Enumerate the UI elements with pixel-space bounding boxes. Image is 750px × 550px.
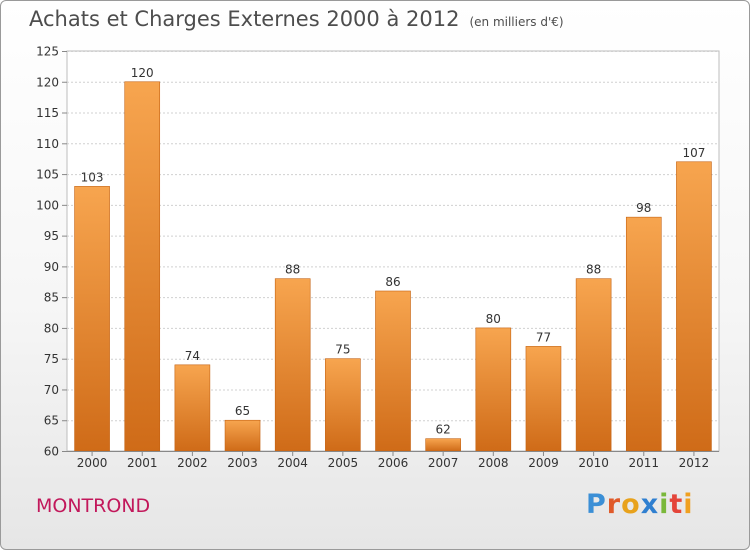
data-label: 65	[235, 404, 250, 418]
y-tick-label: 105	[36, 168, 59, 182]
logo-letter: i	[683, 489, 694, 520]
bar	[124, 81, 161, 452]
x-tick-label: 2011	[628, 456, 659, 470]
bar	[224, 419, 261, 452]
bar	[74, 186, 110, 452]
proxiti-logo: Proxiti	[586, 489, 694, 520]
y-tick-label: 65	[44, 414, 59, 428]
bar	[625, 216, 662, 452]
data-label: 74	[185, 349, 200, 363]
chart-title-unit: (en milliers d'€)	[469, 15, 564, 29]
x-tick-label: 2000	[77, 456, 108, 470]
chart-title-main: Achats et Charges Externes 2000 à 2012	[29, 7, 460, 31]
logo-letter: r	[606, 489, 622, 520]
bar	[425, 438, 461, 452]
bar	[174, 364, 211, 452]
x-tick-label: 2001	[127, 456, 158, 470]
logo-letter: t	[669, 489, 684, 520]
y-tick-label: 100	[36, 198, 59, 212]
y-tick-label: 60	[44, 445, 59, 459]
y-tick-label: 90	[44, 260, 59, 274]
y-tick-label: 115	[36, 106, 59, 120]
commune-name: MONTROND	[36, 495, 151, 517]
x-tick-label: 2004	[277, 456, 308, 470]
x-tick-label: 2005	[328, 456, 359, 470]
data-label: 98	[636, 201, 651, 215]
data-label: 62	[436, 423, 451, 437]
y-tick-label: 70	[44, 383, 59, 397]
data-label: 77	[536, 330, 551, 344]
x-tick-label: 2009	[528, 456, 559, 470]
x-tick-label: 2006	[378, 456, 409, 470]
bar	[274, 278, 311, 452]
data-label: 103	[81, 170, 104, 184]
y-tick-label: 75	[44, 352, 59, 366]
bar	[375, 290, 411, 452]
data-label: 88	[586, 263, 601, 277]
x-tick-label: 2002	[177, 456, 208, 470]
logo-letter: P	[586, 489, 607, 520]
bar	[475, 327, 512, 452]
y-tick-label: 95	[44, 229, 59, 243]
y-tick-label: 110	[36, 137, 59, 151]
data-label: 86	[385, 275, 400, 289]
x-tick-label: 2010	[578, 456, 609, 470]
x-tick-label: 2003	[227, 456, 258, 470]
data-label: 75	[335, 343, 350, 357]
data-label: 80	[486, 312, 501, 326]
y-tick-label: 85	[44, 291, 59, 305]
y-tick-label: 80	[44, 321, 59, 335]
bar	[676, 161, 712, 452]
bar	[525, 346, 562, 452]
data-label: 107	[682, 146, 705, 160]
y-tick-label: 120	[36, 75, 59, 89]
data-label: 120	[131, 66, 154, 80]
x-tick-label: 2007	[428, 456, 459, 470]
data-label: 88	[285, 263, 300, 277]
logo-letter: o	[621, 489, 641, 520]
bar	[575, 278, 612, 452]
bar	[325, 358, 361, 452]
x-tick-label: 2008	[478, 456, 509, 470]
logo-letter: x	[640, 489, 660, 520]
logo-letter: i	[659, 489, 670, 520]
chart-title: Achats et Charges Externes 2000 à 2012 (e…	[29, 7, 564, 31]
y-tick-label: 125	[36, 45, 59, 59]
x-tick-label: 2012	[679, 456, 710, 470]
